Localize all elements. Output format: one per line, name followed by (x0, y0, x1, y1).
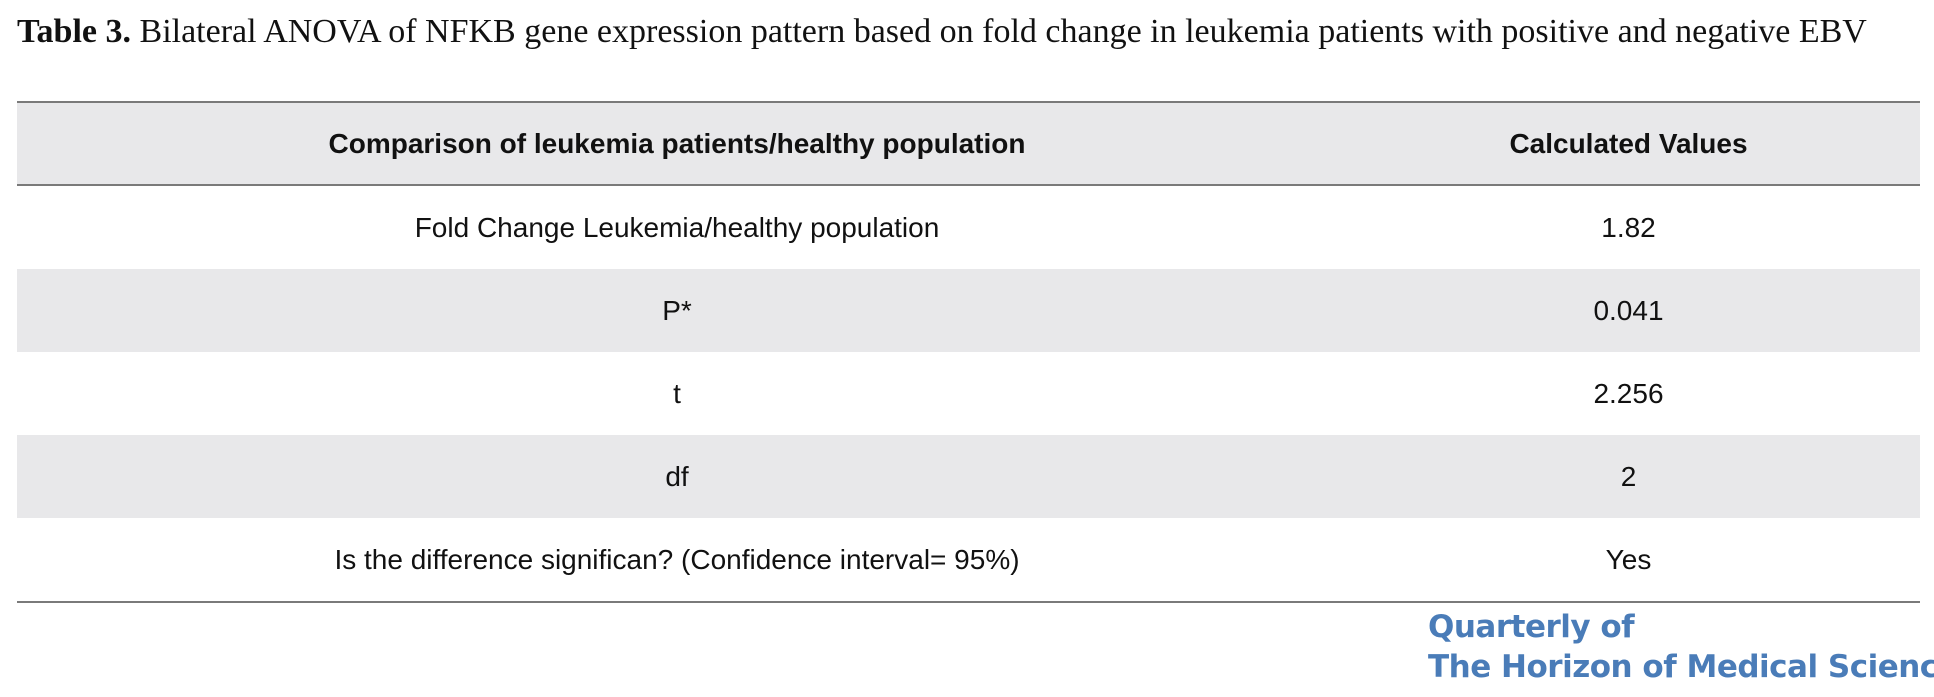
table-row: P* 0.041 (17, 269, 1920, 352)
journal-logo-line2: The Horizon of Medical Sciences (1428, 649, 1934, 685)
journal-logo-line1: Quarterly of (1428, 609, 1635, 645)
table-cell-value: 2 (1620, 460, 1637, 492)
table-row: Is the difference significan? (Confidenc… (17, 518, 1920, 603)
column-header-values: Calculated Values (1337, 101, 1920, 186)
table-row: Fold Change Leukemia/healthy population … (17, 185, 1920, 269)
table-cell-value: 0.041 (1593, 294, 1664, 326)
table-cell-parameter: P* (662, 294, 692, 326)
table-cell-value: Yes (1337, 518, 1920, 603)
table-cell-value: 2.256 (1593, 377, 1664, 409)
table-cell-value: 1.82 (1601, 211, 1656, 243)
anova-table: Comparison of leukemia patients/healthy … (17, 101, 1920, 603)
column-header-comparison: Comparison of leukemia patients/healthy … (17, 101, 1337, 186)
table-header-row: Comparison of leukemia patients/healthy … (17, 101, 1920, 186)
table-cell-parameter: df (665, 460, 689, 492)
table-caption: Table 3. Bilateral ANOVA of NFKB gene ex… (17, 8, 1917, 56)
table-cell-parameter: t (673, 377, 681, 409)
table-caption-label: Table 3. (17, 13, 132, 50)
journal-logo: Quarterly of The Horizon of Medical Scie… (1428, 607, 1934, 687)
table-cell-parameter: Is the difference significan? (Confidenc… (17, 518, 1337, 603)
table-cell-parameter: Fold Change Leukemia/healthy population (414, 211, 940, 243)
data-table-container: Comparison of leukemia patients/healthy … (17, 101, 1920, 603)
table-row: t 2.256 (17, 352, 1920, 435)
table-row: df 2 (17, 435, 1920, 518)
table-caption-text: Bilateral ANOVA of NFKB gene expression … (131, 13, 1867, 50)
